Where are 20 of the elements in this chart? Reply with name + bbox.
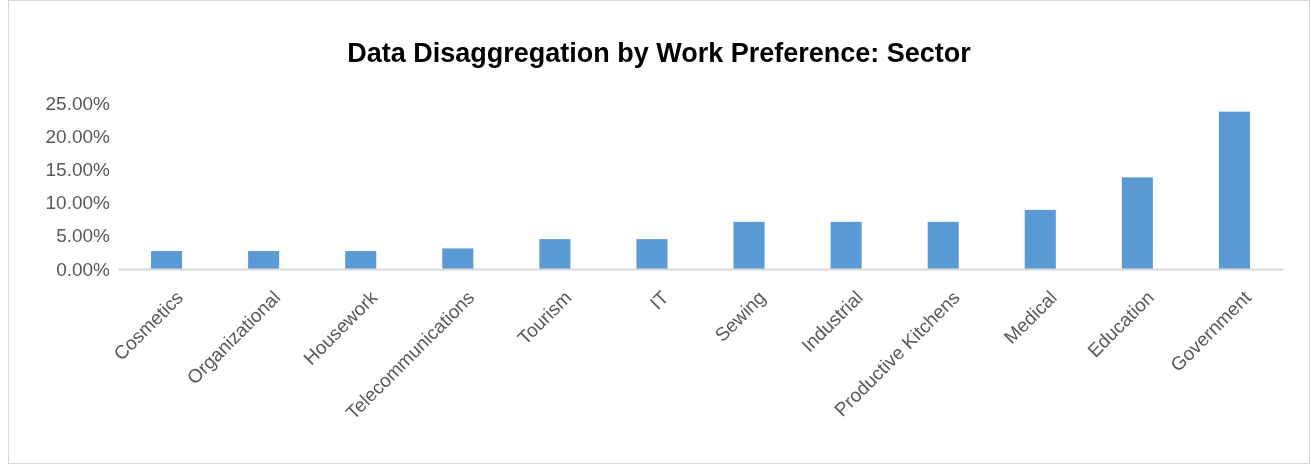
y-tick-label: 0.00% bbox=[56, 258, 111, 280]
y-tick-label: 15.00% bbox=[45, 158, 111, 180]
bar bbox=[636, 239, 668, 269]
bar bbox=[927, 221, 959, 269]
bar bbox=[1121, 177, 1153, 269]
bar bbox=[151, 251, 183, 269]
y-tick-label: 25.00% bbox=[45, 92, 111, 114]
bar bbox=[248, 251, 280, 269]
bar bbox=[345, 251, 377, 269]
y-tick-label: 20.00% bbox=[45, 125, 111, 147]
bar bbox=[830, 221, 862, 269]
bar bbox=[1218, 111, 1250, 269]
bar bbox=[733, 221, 765, 269]
bar bbox=[1024, 209, 1056, 269]
y-tick-label: 10.00% bbox=[45, 192, 111, 214]
y-tick-label: 5.00% bbox=[56, 225, 111, 247]
chart-title: Data Disaggregation by Work Preference: Sector bbox=[347, 38, 972, 68]
bar bbox=[442, 248, 474, 269]
x-tick-label: IT bbox=[645, 286, 673, 314]
bar bbox=[539, 239, 571, 269]
